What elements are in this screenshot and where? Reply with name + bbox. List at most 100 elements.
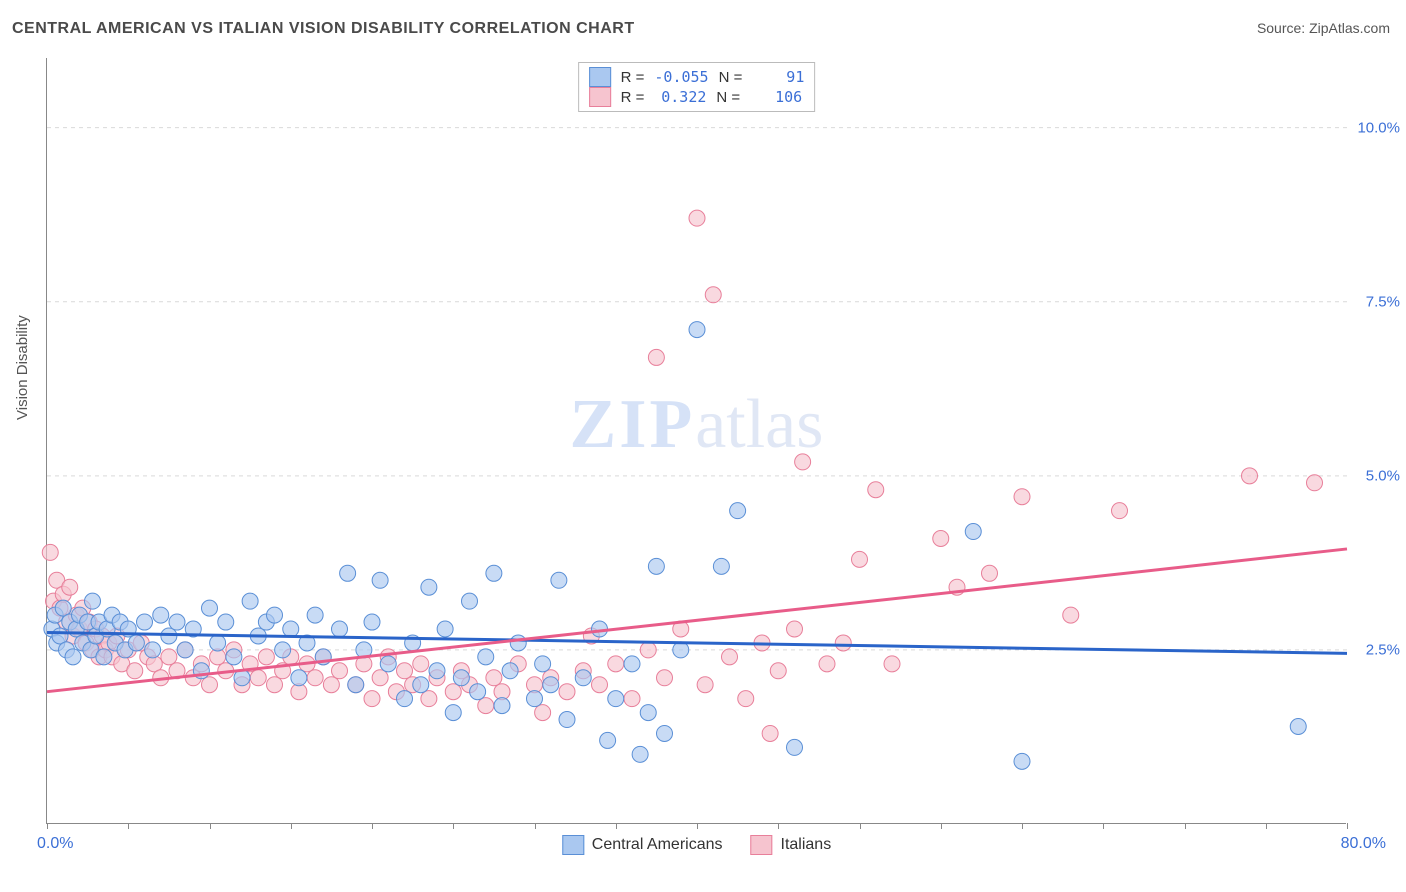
- data-point: [1307, 475, 1323, 491]
- data-point: [218, 614, 234, 630]
- data-point: [795, 454, 811, 470]
- source-label: Source: ZipAtlas.com: [1257, 20, 1390, 36]
- y-tick-label: 2.5%: [1350, 641, 1400, 658]
- data-point: [462, 593, 478, 609]
- data-point: [85, 593, 101, 609]
- data-point: [62, 579, 78, 595]
- data-point: [364, 614, 380, 630]
- x-tick: [1103, 823, 1104, 829]
- swatch-italians: [589, 87, 611, 107]
- data-point: [486, 670, 502, 686]
- data-point: [1014, 753, 1030, 769]
- data-point: [787, 739, 803, 755]
- data-point: [787, 621, 803, 637]
- data-point: [348, 677, 364, 693]
- n-value-0: 91: [752, 68, 804, 86]
- data-point: [453, 670, 469, 686]
- trend-line: [47, 549, 1347, 692]
- y-axis-label: Vision Disability: [14, 315, 31, 420]
- correlation-stats-box: R = -0.055 N = 91 R = 0.322 N = 106: [578, 62, 816, 112]
- legend-item-italians: Italians: [751, 835, 832, 855]
- data-point: [486, 565, 502, 581]
- data-point: [478, 649, 494, 665]
- data-point: [307, 670, 323, 686]
- x-tick: [535, 823, 536, 829]
- x-tick: [1266, 823, 1267, 829]
- data-point: [323, 677, 339, 693]
- data-point: [153, 607, 169, 623]
- data-point: [202, 677, 218, 693]
- legend-item-central-americans: Central Americans: [562, 835, 723, 855]
- data-point: [127, 663, 143, 679]
- n-label-0: N =: [719, 69, 743, 86]
- data-point: [819, 656, 835, 672]
- data-point: [738, 691, 754, 707]
- data-point: [478, 698, 494, 714]
- data-point: [161, 649, 177, 665]
- data-point: [673, 642, 689, 658]
- x-tick: [616, 823, 617, 829]
- y-tick-label: 5.0%: [1350, 467, 1400, 484]
- data-point: [575, 670, 591, 686]
- data-point: [494, 698, 510, 714]
- data-point: [722, 649, 738, 665]
- data-point: [868, 482, 884, 498]
- stats-row-italians: R = 0.322 N = 106: [589, 87, 805, 107]
- data-point: [332, 621, 348, 637]
- data-point: [648, 558, 664, 574]
- data-point: [933, 530, 949, 546]
- r-label-0: R =: [621, 69, 645, 86]
- x-tick: [1347, 823, 1348, 829]
- data-point: [445, 684, 461, 700]
- data-point: [600, 732, 616, 748]
- y-tick-label: 10.0%: [1350, 119, 1400, 136]
- data-point: [128, 635, 144, 651]
- data-point: [535, 656, 551, 672]
- data-point: [502, 663, 518, 679]
- chart-title: CENTRAL AMERICAN VS ITALIAN VISION DISAB…: [12, 20, 635, 38]
- x-tick: [47, 823, 48, 829]
- data-point: [137, 614, 153, 630]
- data-point: [705, 287, 721, 303]
- data-point: [535, 705, 551, 721]
- r-value-1: 0.322: [654, 88, 706, 106]
- data-point: [543, 677, 559, 693]
- x-tick: [128, 823, 129, 829]
- data-point: [372, 670, 388, 686]
- data-point: [250, 670, 266, 686]
- data-point: [421, 691, 437, 707]
- x-tick: [1185, 823, 1186, 829]
- data-point: [226, 649, 242, 665]
- data-point: [608, 691, 624, 707]
- data-point: [65, 649, 81, 665]
- data-point: [445, 705, 461, 721]
- data-point: [437, 621, 453, 637]
- data-point: [559, 684, 575, 700]
- data-point: [1112, 503, 1128, 519]
- data-point: [510, 635, 526, 651]
- data-point: [770, 663, 786, 679]
- data-point: [340, 565, 356, 581]
- r-label-1: R =: [621, 89, 645, 106]
- data-point: [283, 621, 299, 637]
- data-point: [551, 572, 567, 588]
- data-point: [1063, 607, 1079, 623]
- data-point: [275, 642, 291, 658]
- data-point: [884, 656, 900, 672]
- x-tick: [860, 823, 861, 829]
- data-point: [624, 691, 640, 707]
- data-point: [689, 210, 705, 226]
- data-point: [648, 349, 664, 365]
- legend-swatch-central-americans: [562, 835, 584, 855]
- data-point: [380, 656, 396, 672]
- swatch-central-americans: [589, 67, 611, 87]
- data-point: [413, 677, 429, 693]
- data-point: [632, 746, 648, 762]
- data-point: [397, 691, 413, 707]
- data-point: [608, 656, 624, 672]
- legend-swatch-italians: [751, 835, 773, 855]
- data-point: [267, 677, 283, 693]
- data-point: [421, 579, 437, 595]
- data-point: [762, 725, 778, 741]
- x-tick: [453, 823, 454, 829]
